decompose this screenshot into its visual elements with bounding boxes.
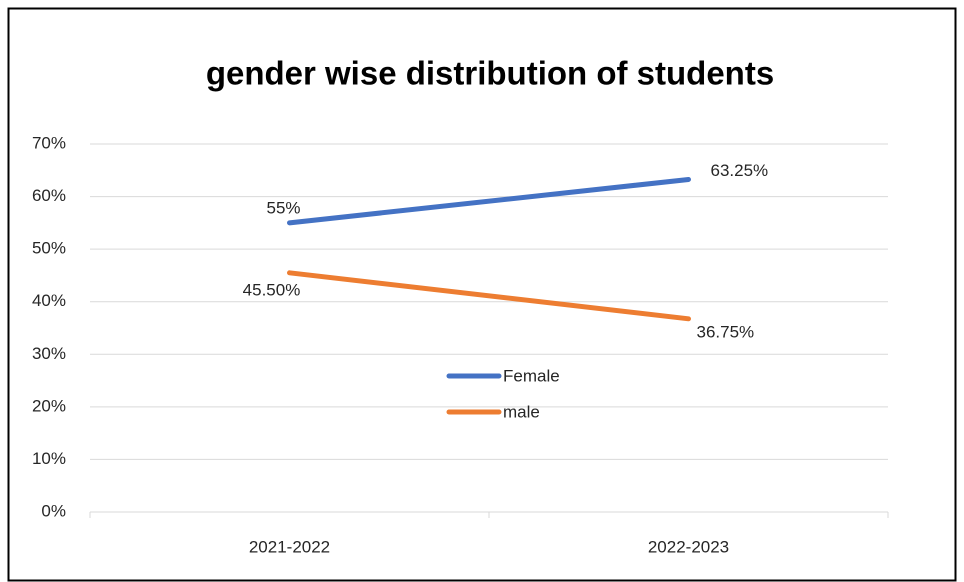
y-tick-label: 10%	[32, 449, 66, 468]
x-tick-label: 2022-2023	[648, 537, 729, 556]
data-label: 36.75%	[697, 322, 755, 341]
y-tick-label: 20%	[32, 396, 66, 415]
y-tick-label: 40%	[32, 291, 66, 310]
y-tick-label: 30%	[32, 344, 66, 363]
series-line	[287, 270, 691, 322]
data-label: 45.50%	[243, 280, 301, 299]
legend-label: Female	[503, 366, 560, 385]
chart-title: gender wise distribution of students	[206, 55, 774, 92]
y-tick-label: 50%	[32, 239, 66, 258]
y-tick-label: 60%	[32, 186, 66, 205]
data-label: 63.25%	[711, 161, 769, 180]
y-tick-label: 70%	[32, 133, 66, 152]
legend-label: male	[503, 402, 540, 421]
y-tick-label: 0%	[41, 501, 66, 520]
x-tick-label: 2021-2022	[249, 537, 330, 556]
series-line	[287, 176, 691, 226]
data-label: 55%	[266, 198, 300, 217]
